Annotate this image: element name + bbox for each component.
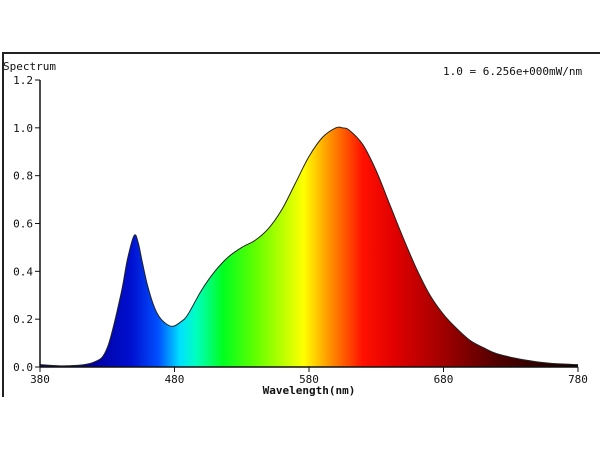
y-tick-label: 0.4 [13, 265, 33, 278]
x-tick-label: 480 [165, 373, 185, 386]
y-tick-label: 1.2 [13, 74, 33, 87]
x-axis-label: Wavelength(nm) [263, 384, 356, 397]
y-tick-label: 0.0 [13, 361, 33, 374]
y-tick-label: 0.8 [13, 170, 33, 183]
scale-annotation: 1.0 = 6.256e+000mW/nm [443, 65, 582, 78]
x-tick-label: 680 [434, 373, 454, 386]
chart-frame [2, 52, 600, 397]
x-tick-label: 380 [30, 373, 50, 386]
y-tick-label: 0.6 [13, 218, 33, 231]
chart-title: Spectrum [3, 60, 56, 73]
x-tick-label: 580 [299, 373, 319, 386]
x-tick-label: 780 [568, 373, 588, 386]
spectrum-line [39, 126, 579, 367]
spectrum-area [40, 127, 578, 367]
y-tick-label: 1.0 [13, 122, 33, 135]
y-tick-label: 0.2 [13, 313, 33, 326]
